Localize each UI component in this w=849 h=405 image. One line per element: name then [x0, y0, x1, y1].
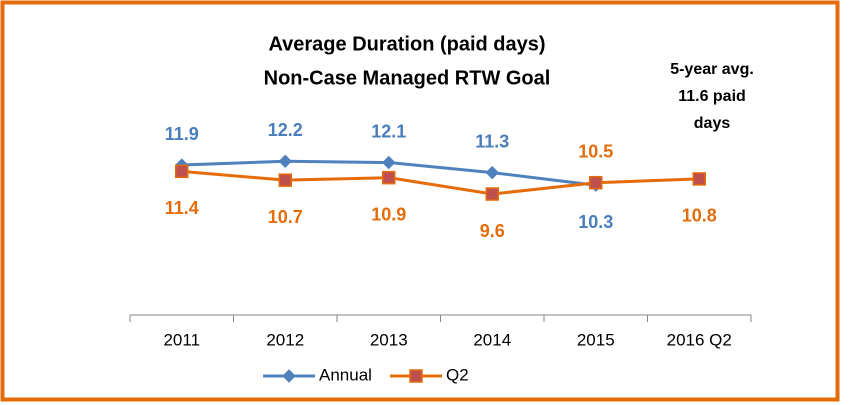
data-point	[382, 155, 396, 170]
x-tick-label: 2011	[163, 330, 200, 349]
data-point	[382, 170, 396, 185]
annotation: 11.6 paid	[678, 88, 746, 105]
x-tick-label: 2012	[266, 330, 304, 349]
data-label: 11.4	[165, 198, 199, 218]
data-label: 12.1	[371, 121, 406, 141]
x-tick-label: 2013	[370, 330, 408, 349]
x-tick-label: 2014	[473, 330, 511, 349]
data-label: 10.7	[268, 207, 303, 227]
annotation: 5-year avg.	[670, 61, 754, 78]
legend-marker	[409, 369, 423, 383]
data-point	[175, 164, 189, 179]
data-label: 9.6	[480, 221, 505, 241]
data-label: 11.9	[165, 124, 199, 144]
data-point	[278, 154, 292, 168]
data-label: 10.9	[371, 204, 406, 224]
chart-subtitle: Non-Case Managed RTW Goal	[264, 67, 551, 89]
x-tick-label: 2015	[577, 330, 615, 349]
data-label: 11.3	[475, 131, 509, 151]
legend-label: Annual	[319, 365, 372, 384]
data-point	[485, 165, 499, 180]
data-point	[278, 173, 292, 187]
data-label: 10.3	[578, 212, 613, 232]
data-label: 12.2	[268, 120, 303, 140]
series-line	[181, 169, 700, 196]
legend-label: Q2	[446, 365, 469, 384]
data-point	[589, 175, 603, 190]
data-point	[692, 172, 706, 186]
data-label: 10.5	[578, 141, 613, 161]
chart-title: Average Duration (paid days)	[268, 33, 545, 55]
annotation: days	[694, 115, 731, 132]
data-label: 10.8	[682, 206, 717, 226]
data-point	[485, 187, 499, 201]
x-tick-label: 2016 Q2	[667, 330, 732, 349]
legend-marker	[282, 369, 296, 383]
